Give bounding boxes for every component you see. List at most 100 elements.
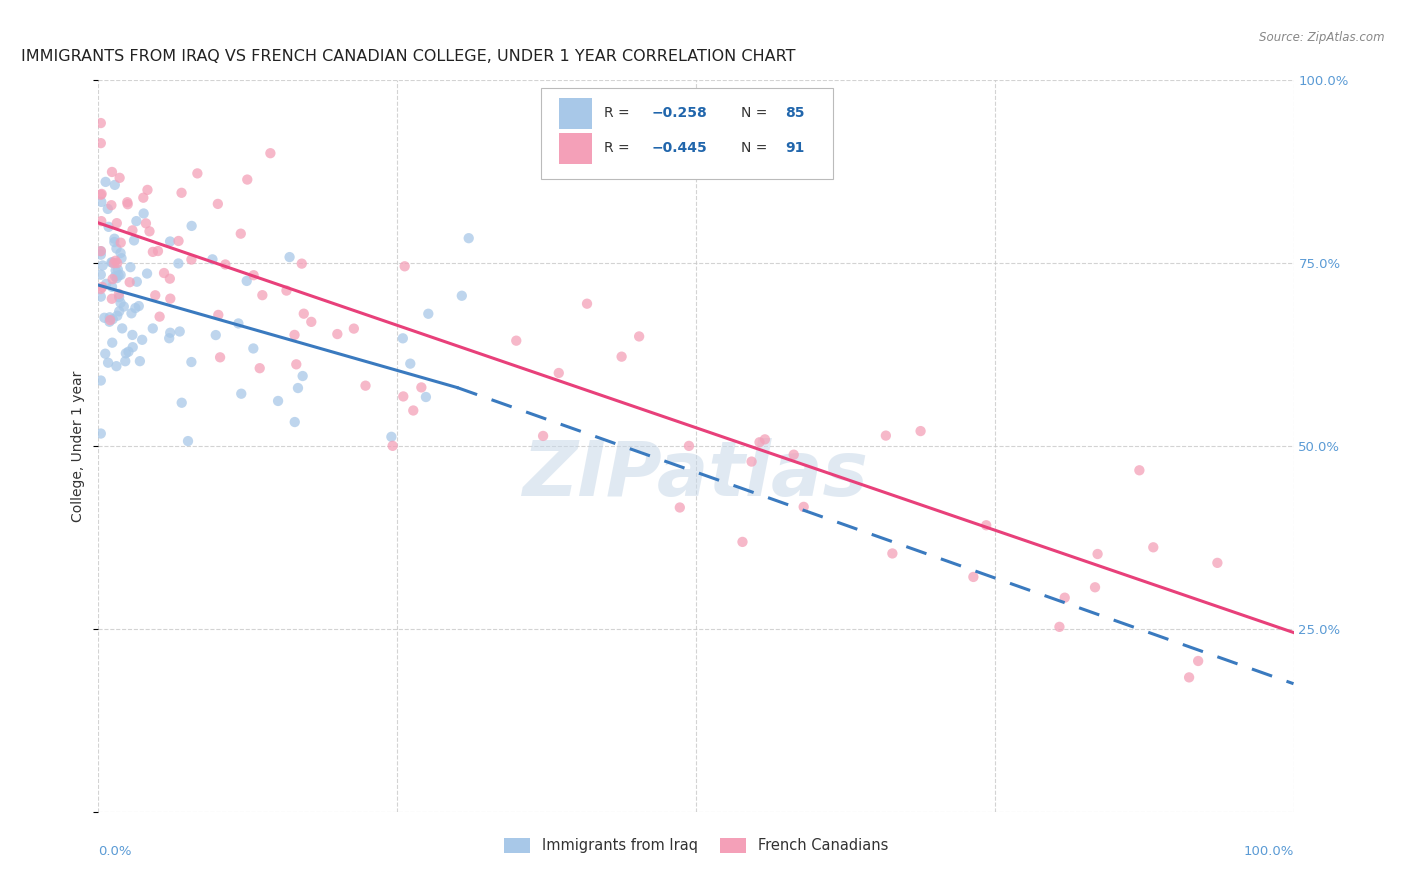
Point <box>159 271 181 285</box>
Text: −0.445: −0.445 <box>652 141 707 155</box>
Point <box>793 500 815 514</box>
Point <box>287 381 309 395</box>
Point <box>291 257 314 271</box>
Point <box>114 354 136 368</box>
Point <box>415 390 437 404</box>
Point <box>128 354 150 368</box>
Point <box>283 327 305 342</box>
Point <box>159 292 181 306</box>
Point <box>90 282 112 296</box>
Point <box>105 216 128 230</box>
Point <box>235 274 257 288</box>
Point <box>207 308 229 322</box>
Point <box>108 290 131 304</box>
Point <box>125 214 148 228</box>
Point <box>90 248 112 262</box>
Point <box>101 165 124 179</box>
Point <box>167 234 190 248</box>
FancyBboxPatch shape <box>541 87 834 179</box>
Point <box>91 280 114 294</box>
Point <box>170 396 193 410</box>
Y-axis label: College, Under 1 year: College, Under 1 year <box>72 370 86 522</box>
Point <box>576 296 599 310</box>
Point <box>121 327 143 342</box>
Point <box>962 570 984 584</box>
Point <box>1187 654 1209 668</box>
Point <box>326 326 349 341</box>
Point <box>267 394 290 409</box>
Point <box>97 356 120 370</box>
Point <box>157 331 180 345</box>
Point <box>354 378 377 392</box>
Point <box>252 288 274 302</box>
Point <box>110 246 132 260</box>
Point <box>177 434 200 448</box>
Point <box>214 258 236 272</box>
Point <box>146 244 169 258</box>
Point <box>110 268 132 282</box>
Point <box>159 326 181 340</box>
Point <box>418 307 440 321</box>
Point <box>125 275 148 289</box>
Point <box>392 331 415 345</box>
Point <box>103 232 125 246</box>
Text: Source: ZipAtlas.com: Source: ZipAtlas.com <box>1260 31 1385 45</box>
Text: 85: 85 <box>786 106 806 120</box>
Point <box>97 219 120 234</box>
Point <box>783 448 806 462</box>
Point <box>457 231 479 245</box>
Point <box>392 389 415 403</box>
Point <box>411 380 433 394</box>
Point <box>132 191 155 205</box>
Point <box>180 355 202 369</box>
Point <box>229 227 252 241</box>
Point <box>380 430 402 444</box>
Point <box>90 194 112 209</box>
Point <box>1087 547 1109 561</box>
Point <box>285 357 308 371</box>
Text: −0.258: −0.258 <box>652 106 707 120</box>
Text: N =: N = <box>741 141 772 155</box>
Point <box>754 433 776 447</box>
Point <box>399 357 422 371</box>
Point <box>678 439 700 453</box>
Text: ZIPatlas: ZIPatlas <box>523 438 869 512</box>
Point <box>242 268 264 283</box>
Point <box>343 321 366 335</box>
Point <box>115 346 138 360</box>
Point <box>90 290 112 304</box>
Point <box>105 309 128 323</box>
Point <box>131 333 153 347</box>
Point <box>1053 591 1076 605</box>
Bar <box>558 98 592 128</box>
Point <box>249 361 271 376</box>
Point <box>101 272 124 286</box>
Point <box>105 242 128 256</box>
Point <box>94 347 117 361</box>
Point <box>108 170 131 185</box>
Point <box>105 359 128 374</box>
Point <box>167 256 190 270</box>
Point <box>100 198 122 212</box>
Point <box>204 328 226 343</box>
Point <box>209 351 232 365</box>
Point <box>450 289 472 303</box>
Point <box>138 224 160 238</box>
Point <box>101 312 124 326</box>
Text: 91: 91 <box>786 141 806 155</box>
Point <box>180 219 202 233</box>
Point <box>169 325 191 339</box>
Point <box>628 329 651 343</box>
Point <box>101 335 124 350</box>
Point <box>228 317 250 331</box>
Point <box>111 321 134 335</box>
Point <box>90 244 112 259</box>
Point <box>105 271 128 285</box>
Point <box>112 300 135 314</box>
Point <box>505 334 527 348</box>
Point <box>170 186 193 200</box>
Point <box>531 429 554 443</box>
Point <box>101 255 124 269</box>
Text: N =: N = <box>741 106 772 120</box>
Point <box>149 310 172 324</box>
